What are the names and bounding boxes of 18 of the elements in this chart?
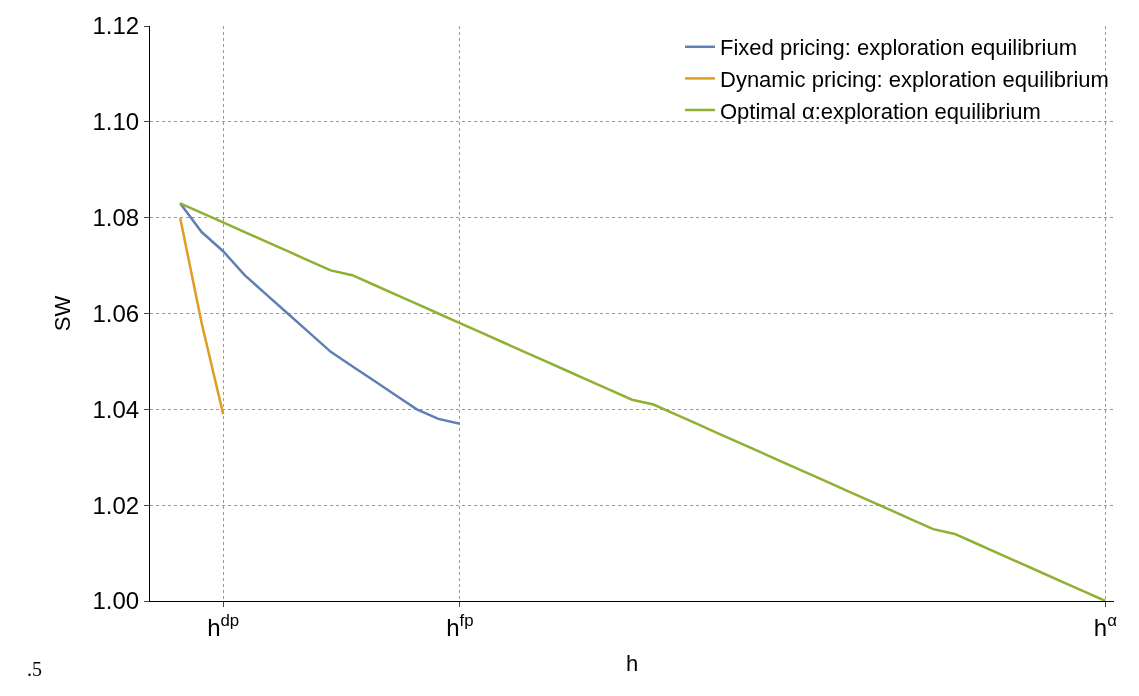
y-tick-label: 1.02 xyxy=(92,491,140,519)
x-tick-label: h$^{fp}$ xyxy=(446,610,474,641)
legend-label: Optimal α:exploration equilibrium xyxy=(720,98,1041,124)
x-tick-label: h$^{α}$ xyxy=(1093,610,1118,641)
legend-label: Dynamic pricing: exploration equilibrium xyxy=(720,66,1109,92)
line-series xyxy=(178,202,1107,601)
y-tick-label: 1.06 xyxy=(92,299,140,327)
y-tick-label: 1.00 xyxy=(92,587,140,615)
y-tick-label: 1.04 xyxy=(92,395,140,423)
line-series xyxy=(178,202,462,425)
y-axis-title: SW xyxy=(50,295,76,332)
text: .5 xyxy=(27,658,42,680)
legend-label: Fixed pricing: exploration equilibrium xyxy=(720,35,1078,61)
y-tick-label: 1.12 xyxy=(92,12,140,40)
x-axis-title: h xyxy=(625,650,639,676)
y-tick-label: 1.10 xyxy=(92,108,140,136)
y-tick-label: 1.08 xyxy=(92,204,140,232)
x-tick-label: h$^{dp}$ xyxy=(207,610,240,641)
